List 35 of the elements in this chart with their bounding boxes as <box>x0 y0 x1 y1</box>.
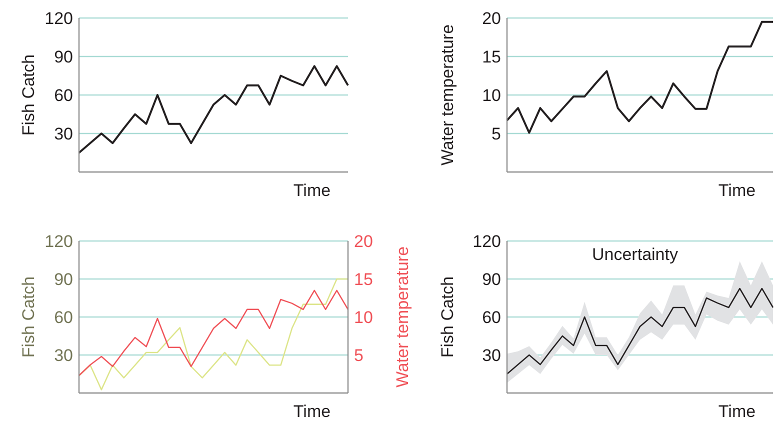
y-tick-label: 90 <box>54 47 73 66</box>
x-axis-title: Time <box>293 402 331 421</box>
y-tick-label: 120 <box>44 8 73 28</box>
line-series <box>78 278 349 390</box>
y-tick-label: 90 <box>482 270 501 289</box>
y2-axis-title: Water temperature <box>393 246 412 388</box>
y2-tick-label: 15 <box>354 270 373 289</box>
line-series <box>78 65 349 154</box>
y2-tick-label: 10 <box>354 308 373 327</box>
y-axis-title: Fish Catch <box>19 276 38 358</box>
y-tick-label: 10 <box>482 86 501 105</box>
y2-tick-label: 20 <box>354 232 373 251</box>
y-tick-label: 120 <box>472 232 501 251</box>
line-series <box>506 20 774 134</box>
y-tick-label: 60 <box>482 308 501 327</box>
line-series <box>506 288 774 375</box>
y-axis-title: Fish Catch <box>438 276 457 358</box>
y-tick-label: 90 <box>54 270 73 289</box>
y-tick-label: 15 <box>482 47 501 66</box>
x-axis-title: Time <box>718 181 756 200</box>
y-tick-label: 30 <box>54 124 73 144</box>
y-tick-label: 5 <box>492 124 501 144</box>
y-tick-label: 30 <box>482 346 501 365</box>
line-series <box>78 290 349 376</box>
annotation: Uncertainty <box>592 245 678 264</box>
y-tick-label: 30 <box>54 346 73 365</box>
y-tick-label: 60 <box>54 86 73 105</box>
y2-tick-label: 5 <box>354 346 364 365</box>
y-tick-label: 60 <box>54 308 73 327</box>
x-axis-title: Time <box>293 181 331 200</box>
y-tick-label: 120 <box>44 232 73 251</box>
y-axis-title: Fish Catch <box>19 54 38 136</box>
y-axis-title: Water temperature <box>438 24 457 166</box>
x-axis-title: Time <box>718 402 756 421</box>
y-tick-label: 20 <box>482 8 501 28</box>
